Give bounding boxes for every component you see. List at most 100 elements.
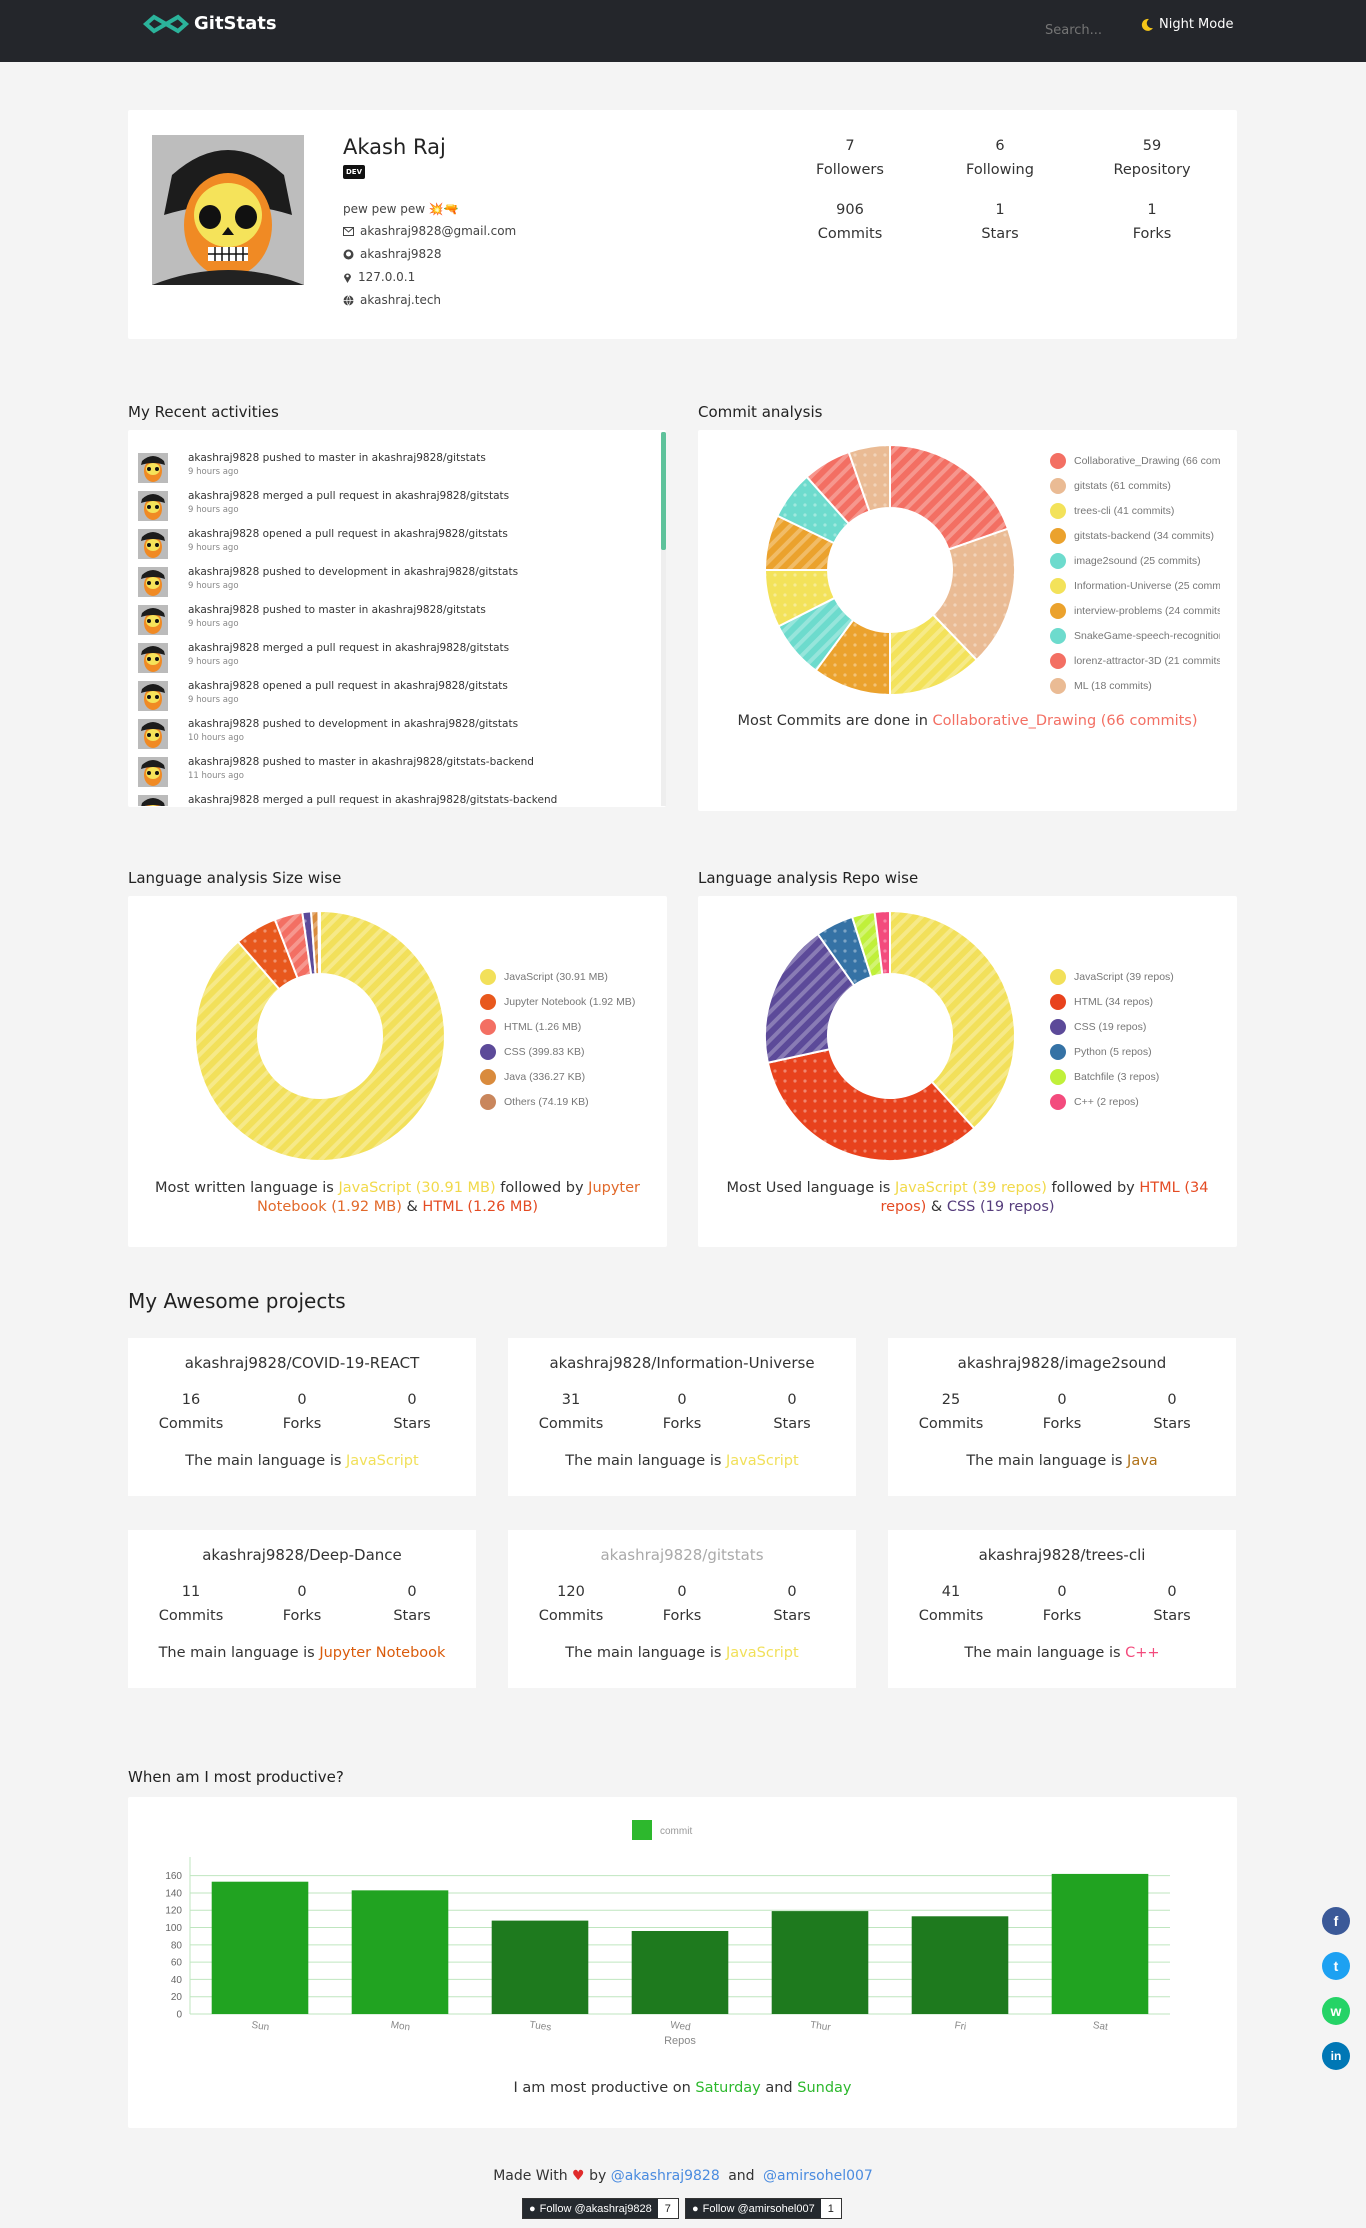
- donut-slice[interactable]: [931, 527, 1016, 662]
- activity-list[interactable]: akashraj9828 pushed to master in akashra…: [130, 430, 667, 806]
- legend-item[interactable]: Python (5 repos): [1050, 1039, 1220, 1064]
- legend-item[interactable]: CSS (399.83 KB): [480, 1039, 660, 1064]
- legend-item[interactable]: Jupyter Notebook (1.92 MB): [480, 989, 660, 1014]
- activity-item[interactable]: akashraj9828 pushed to development in ak…: [138, 564, 648, 600]
- footer-text: by: [589, 2168, 607, 2184]
- stat-following[interactable]: 6 Following: [945, 134, 1055, 182]
- stat-value: 0: [677, 1584, 687, 1600]
- bar-fri[interactable]: [911, 1916, 1009, 2014]
- activity-time: 10 hours ago: [188, 733, 244, 743]
- lang-prefix: The main language is: [964, 1645, 1126, 1661]
- author-link[interactable]: @akashraj9828: [610, 2168, 720, 2184]
- legend-label: trees-cli (41 commits): [1074, 504, 1175, 517]
- project-card[interactable]: akashraj9828/gitstats 120 Commits 0 Forks 0 St…: [508, 1530, 856, 1688]
- legend-item[interactable]: Java (336.27 KB): [480, 1064, 660, 1089]
- profile-website[interactable]: akashraj.tech: [343, 293, 441, 307]
- activity-item[interactable]: akashraj9828 merged a pull request in ak…: [138, 488, 648, 524]
- donut-slice[interactable]: [847, 443, 891, 513]
- project-card[interactable]: akashraj9828/image2sound 25 Commits 0 Forks 0…: [888, 1338, 1236, 1496]
- stat-value: 0: [677, 1392, 687, 1408]
- activity-scrollbar-thumb[interactable]: [661, 432, 666, 550]
- lang-repo-donut-chart[interactable]: [760, 906, 1020, 1166]
- bar-tues[interactable]: [491, 1920, 589, 2014]
- legend-item[interactable]: CSS (19 repos): [1050, 1014, 1220, 1039]
- night-mode-toggle[interactable]: Night Mode: [1140, 17, 1233, 32]
- bar-mon[interactable]: [351, 1890, 449, 2014]
- legend-item[interactable]: JavaScript (39 repos): [1050, 964, 1220, 989]
- project-card[interactable]: akashraj9828/COVID-19-REACT 16 Commits 0 For…: [128, 1338, 476, 1496]
- github-follow-button[interactable]: ● Follow @akashraj9828 7: [522, 2198, 679, 2219]
- activity-item[interactable]: akashraj9828 merged a pull request in ak…: [138, 640, 648, 676]
- whatsapp-share-icon[interactable]: w: [1322, 1997, 1350, 2025]
- dev-badge[interactable]: DEV: [343, 165, 366, 179]
- donut-slice[interactable]: [766, 1048, 976, 1162]
- donut-slice[interactable]: [194, 909, 446, 1162]
- activity-item[interactable]: akashraj9828 pushed to master in akashra…: [138, 450, 648, 486]
- project-name[interactable]: akashraj9828/Deep-Dance: [202, 1546, 402, 1564]
- bar-wed[interactable]: [631, 1930, 729, 2014]
- chart-legend-label[interactable]: commit: [660, 1826, 692, 1837]
- legend-item[interactable]: SnakeGame-speech-recognition (21 commits…: [1050, 623, 1220, 648]
- github-follow-button[interactable]: ● Follow @amirsohel007 1: [685, 2198, 842, 2219]
- legend-item[interactable]: interview-problems (24 commits): [1050, 598, 1220, 623]
- legend-item[interactable]: HTML (34 repos): [1050, 989, 1220, 1014]
- legend-item[interactable]: gitstats-backend (34 commits): [1050, 523, 1220, 548]
- donut-slice[interactable]: [889, 443, 1010, 551]
- bar-sun[interactable]: [211, 1881, 309, 2014]
- legend-item[interactable]: Batchfile (3 repos): [1050, 1064, 1220, 1089]
- project-card[interactable]: akashraj9828/Deep-Dance 11 Commits 0 Forks 0 S…: [128, 1530, 476, 1688]
- donut-slice[interactable]: [889, 909, 1016, 1130]
- linkedin-share-icon[interactable]: in: [1322, 2042, 1350, 2070]
- stat-label: Commits: [538, 1608, 604, 1624]
- stat-label: Forks: [1042, 1416, 1082, 1432]
- legend-item[interactable]: image2sound (25 commits): [1050, 548, 1220, 573]
- facebook-share-icon[interactable]: f: [1322, 1907, 1350, 1935]
- activity-item[interactable]: akashraj9828 pushed to master in akashra…: [138, 754, 648, 790]
- lang-repo-caption: Most Used language is JavaScript (39 rep…: [708, 1179, 1227, 1217]
- legend-item[interactable]: lorenz-attractor-3D (21 commits): [1050, 648, 1220, 673]
- activity-time: 9 hours ago: [188, 505, 239, 515]
- legend-item[interactable]: gitstats (61 commits): [1050, 473, 1220, 498]
- activity-item[interactable]: akashraj9828 pushed to master in akashra…: [138, 602, 648, 638]
- project-stars: 0 Stars: [357, 1580, 467, 1628]
- legend-item[interactable]: Collaborative_Drawing (66 commits): [1050, 448, 1220, 473]
- activity-scrollbar-track[interactable]: [661, 432, 666, 806]
- project-name[interactable]: akashraj9828/COVID-19-REACT: [184, 1354, 420, 1372]
- legend-item[interactable]: Others (74.19 KB): [480, 1089, 660, 1114]
- author-link[interactable]: @amirsohel007: [762, 2168, 873, 2184]
- bar-thur[interactable]: [771, 1911, 869, 2014]
- activity-avatar: [138, 681, 168, 711]
- project-name[interactable]: akashraj9828/gitstats: [600, 1546, 764, 1564]
- commit-donut-chart[interactable]: [760, 440, 1020, 700]
- search-input[interactable]: [1045, 17, 1140, 43]
- bar-sat[interactable]: [1051, 1873, 1149, 2014]
- legend-item[interactable]: C++ (2 repos): [1050, 1089, 1220, 1114]
- legend-item[interactable]: ML (18 commits): [1050, 673, 1220, 698]
- legend-item[interactable]: Information-Universe (25 commits): [1050, 573, 1220, 598]
- commit-analysis-title: Commit analysis: [698, 403, 823, 421]
- profile-email[interactable]: akashraj9828@gmail.com: [343, 224, 516, 238]
- donut-slice[interactable]: [873, 909, 891, 976]
- legend-label: Java (336.27 KB): [504, 1070, 586, 1083]
- project-card[interactable]: akashraj9828/Information-Universe 31 Commi…: [508, 1338, 856, 1496]
- y-tick-label: 0: [176, 2010, 182, 2021]
- lang-size-donut-chart[interactable]: [190, 906, 450, 1166]
- project-card[interactable]: akashraj9828/trees-cli 41 Commits 0 Forks 0 St…: [888, 1530, 1236, 1688]
- project-name[interactable]: akashraj9828/image2sound: [957, 1354, 1167, 1372]
- twitter-share-icon[interactable]: t: [1322, 1952, 1350, 1980]
- stat-followers[interactable]: 7 Followers: [795, 134, 905, 182]
- donut-slice[interactable]: [317, 909, 321, 976]
- activity-item[interactable]: akashraj9828 pushed to development in ak…: [138, 716, 648, 752]
- legend-item[interactable]: trees-cli (41 commits): [1050, 498, 1220, 523]
- stat-repository[interactable]: 59 Repository: [1097, 134, 1207, 182]
- productivity-bar-chart[interactable]: commit 0 20 40 60 80 100 120 140 160 Sun Mon Tues Wed…: [128, 1797, 1237, 2057]
- profile-github[interactable]: akashraj9828: [343, 247, 441, 261]
- brand-logo[interactable]: GitStats: [142, 13, 277, 34]
- legend-item[interactable]: HTML (1.26 MB): [480, 1014, 660, 1039]
- project-name[interactable]: akashraj9828/Information-Universe: [549, 1354, 815, 1372]
- activity-item[interactable]: akashraj9828 opened a pull request in ak…: [138, 526, 648, 562]
- activity-item[interactable]: akashraj9828 opened a pull request in ak…: [138, 678, 648, 714]
- activity-item[interactable]: akashraj9828 merged a pull request in ak…: [138, 792, 648, 806]
- legend-item[interactable]: JavaScript (30.91 MB): [480, 964, 660, 989]
- project-name[interactable]: akashraj9828/trees-cli: [978, 1546, 1146, 1564]
